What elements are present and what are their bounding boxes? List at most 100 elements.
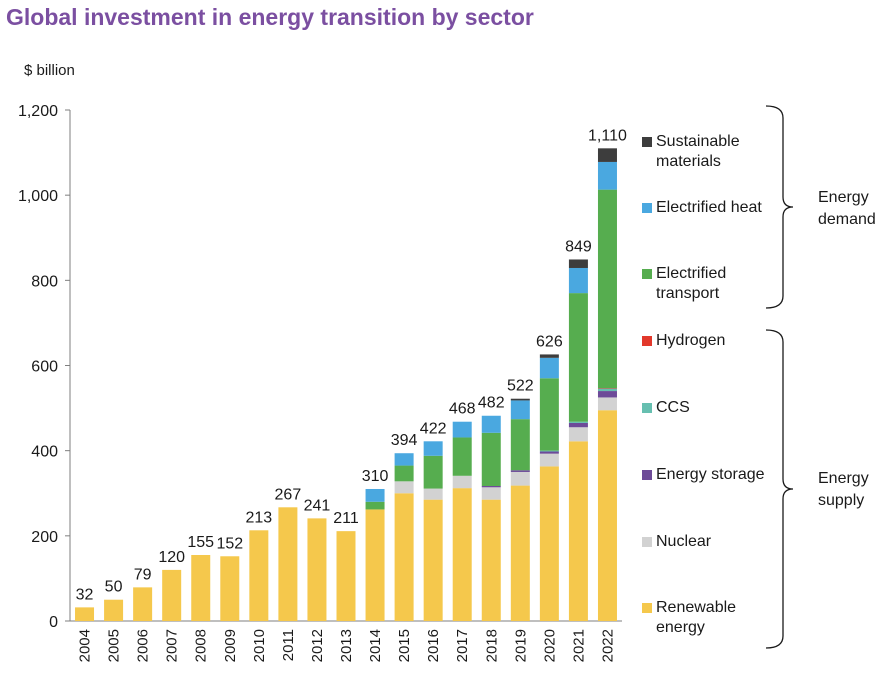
group-label-line: demand — [818, 211, 876, 228]
bar-segment-electrified-heat — [365, 488, 385, 502]
bar-segment-energy-storage — [597, 391, 617, 398]
bar-segment-energy-storage — [510, 470, 530, 472]
bar-total-label: 152 — [216, 535, 243, 552]
group-label-line: Energy — [818, 470, 869, 487]
legend-swatch — [642, 603, 652, 613]
bar-segment-renewable-energy — [191, 554, 211, 621]
bar-segment-electrified-heat — [539, 357, 559, 379]
y-axis-unit-label: $ billion — [24, 62, 75, 79]
x-tick-label: 2021 — [570, 629, 587, 662]
bar-segment-nuclear — [539, 453, 559, 467]
legend-swatch — [642, 537, 652, 547]
legend-label-line: Nuclear — [656, 533, 712, 550]
legend-label: Hydrogen — [656, 331, 794, 351]
y-tick-label: 600 — [31, 359, 58, 376]
bar-total-label: 522 — [507, 378, 534, 395]
bar-segment-renewable-energy — [278, 507, 298, 621]
bar-segment-renewable-energy — [307, 518, 327, 621]
bar-segment-ccs — [597, 388, 617, 392]
legend-swatch — [642, 470, 652, 480]
bar-segment-electrified-heat — [568, 267, 588, 294]
x-tick-label: 2022 — [599, 629, 616, 662]
y-tick-label: 400 — [31, 444, 58, 461]
bar-total-label: 422 — [420, 420, 447, 437]
bar-segment-energy-storage — [539, 451, 559, 454]
bar-segment-electrified-transport — [365, 501, 385, 510]
legend-label-line: Sustainable — [656, 133, 740, 150]
x-tick-label: 2009 — [222, 629, 239, 662]
bar-segment-electrified-heat — [481, 415, 501, 433]
x-tick-label: 2016 — [425, 629, 442, 662]
legend-label-line: Hydrogen — [656, 332, 726, 349]
bar-segment-energy-storage — [568, 422, 588, 428]
bar-segment-nuclear — [510, 471, 530, 486]
legend-item-hydrogen: Hydrogen — [642, 331, 794, 351]
bar-segment-renewable-energy — [510, 485, 530, 621]
bar-total-label: 394 — [391, 432, 418, 449]
bar-segment-renewable-energy — [452, 488, 472, 621]
bar-segment-renewable-energy — [75, 607, 95, 621]
bar-segment-electrified-heat — [394, 453, 414, 466]
legend-label-line: energy — [656, 619, 705, 636]
x-tick-label: 2005 — [106, 629, 123, 662]
legend-label: Renewable energy — [656, 598, 794, 638]
bar-total-label: 482 — [478, 395, 505, 412]
bar-segment-electrified-transport — [568, 293, 588, 422]
legend-item-electrified-heat: Electrified heat — [642, 198, 794, 218]
bar-segment-electrified-transport — [510, 419, 530, 471]
bar-segment-renewable-energy — [394, 493, 414, 621]
bar-segment-ccs — [539, 450, 559, 452]
x-tick-label: 2006 — [135, 629, 152, 662]
bar-segment-sustainable-materials — [597, 148, 617, 162]
x-tick-label: 2004 — [77, 629, 94, 662]
x-tick-label: 2007 — [164, 629, 181, 662]
bar-total-label: 120 — [158, 549, 185, 566]
legend-swatch — [642, 203, 652, 213]
bar-total-label: 213 — [245, 509, 272, 526]
bar-segment-renewable-energy — [568, 441, 588, 621]
legend-label-line: Electrified heat — [656, 199, 762, 216]
bar-segment-renewable-energy — [539, 466, 559, 621]
bar-segment-electrified-heat — [510, 400, 530, 420]
bar-segment-electrified-heat — [423, 441, 443, 456]
bar-segment-electrified-transport — [597, 189, 617, 389]
bar-segment-renewable-energy — [597, 410, 617, 621]
x-tick-label: 2011 — [280, 629, 297, 661]
legend-label-line: materials — [656, 153, 721, 170]
x-tick-label: 2015 — [396, 629, 413, 662]
legend-label: Nuclear — [656, 532, 794, 552]
bar-total-label: 626 — [536, 333, 563, 350]
bar-segment-renewable-energy — [249, 530, 269, 621]
bar-segment-renewable-energy — [104, 599, 124, 621]
y-tick-label: 800 — [31, 273, 58, 290]
x-tick-label: 2010 — [251, 629, 268, 662]
bar-segment-electrified-transport — [394, 465, 414, 482]
group-label-energy-supply: Energy supply — [818, 468, 869, 512]
group-label-energy-demand: Energy demand — [818, 187, 876, 231]
x-tick-label: 2013 — [338, 629, 355, 662]
bar-segment-nuclear — [597, 397, 617, 411]
x-tick-label: 2008 — [193, 629, 210, 662]
bar-segment-renewable-energy — [336, 531, 356, 621]
bar-segment-electrified-transport — [539, 378, 559, 451]
bar-total-label: 155 — [187, 534, 214, 551]
bar-segment-sustainable-materials — [568, 259, 588, 268]
bar-segment-ccs — [568, 421, 588, 423]
bar-segment-hydrogen — [597, 388, 617, 389]
y-tick-label: 0 — [49, 614, 58, 631]
legend-swatch — [642, 336, 652, 346]
legend-label-line: Electrified — [656, 265, 727, 282]
bar-segment-nuclear — [481, 487, 501, 500]
legend-item-ccs: CCS — [642, 398, 794, 418]
bar-segment-energy-storage — [481, 486, 501, 488]
legend-label-line: CCS — [656, 399, 690, 416]
x-tick-label: 2018 — [483, 629, 500, 662]
bar-segment-nuclear — [423, 488, 443, 500]
bar-total-label: 50 — [105, 579, 123, 596]
bar-total-label: 79 — [134, 566, 152, 583]
legend-swatch — [642, 403, 652, 413]
bar-total-label: 849 — [565, 238, 592, 255]
x-tick-label: 2020 — [541, 629, 558, 662]
legend-label: Energy storage — [656, 465, 794, 485]
